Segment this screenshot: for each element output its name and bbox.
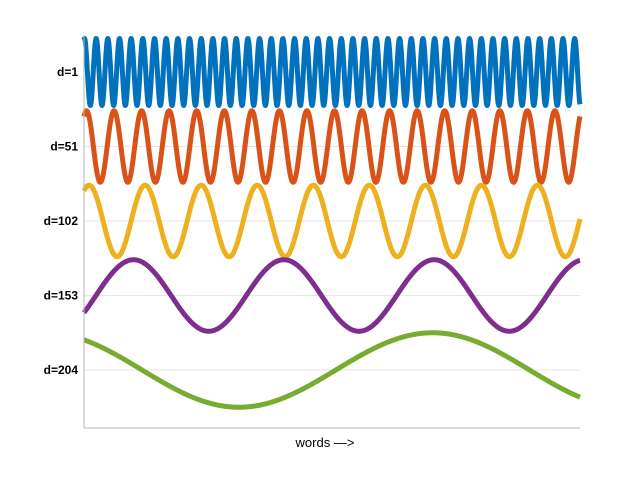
- axes: [83, 35, 580, 429]
- series-line-d-153: [81, 257, 583, 334]
- y-tick-label: d=102: [44, 214, 79, 228]
- y-tick-label: d=153: [44, 289, 79, 303]
- y-tick-label: d=204: [44, 363, 79, 377]
- series-line-d-1: [81, 35, 583, 109]
- y-tick-label: d=1: [57, 65, 78, 79]
- series-group: [81, 35, 583, 410]
- series-line-d-51: [81, 108, 583, 185]
- y-tick-labels: d=1 d=51 d=102 d=153 d=204: [44, 65, 79, 377]
- x-axis-label: words —>: [295, 435, 355, 450]
- series-line-d-102: [81, 182, 583, 260]
- series-line-d-204: [81, 330, 583, 410]
- y-tick-label: d=51: [50, 140, 78, 154]
